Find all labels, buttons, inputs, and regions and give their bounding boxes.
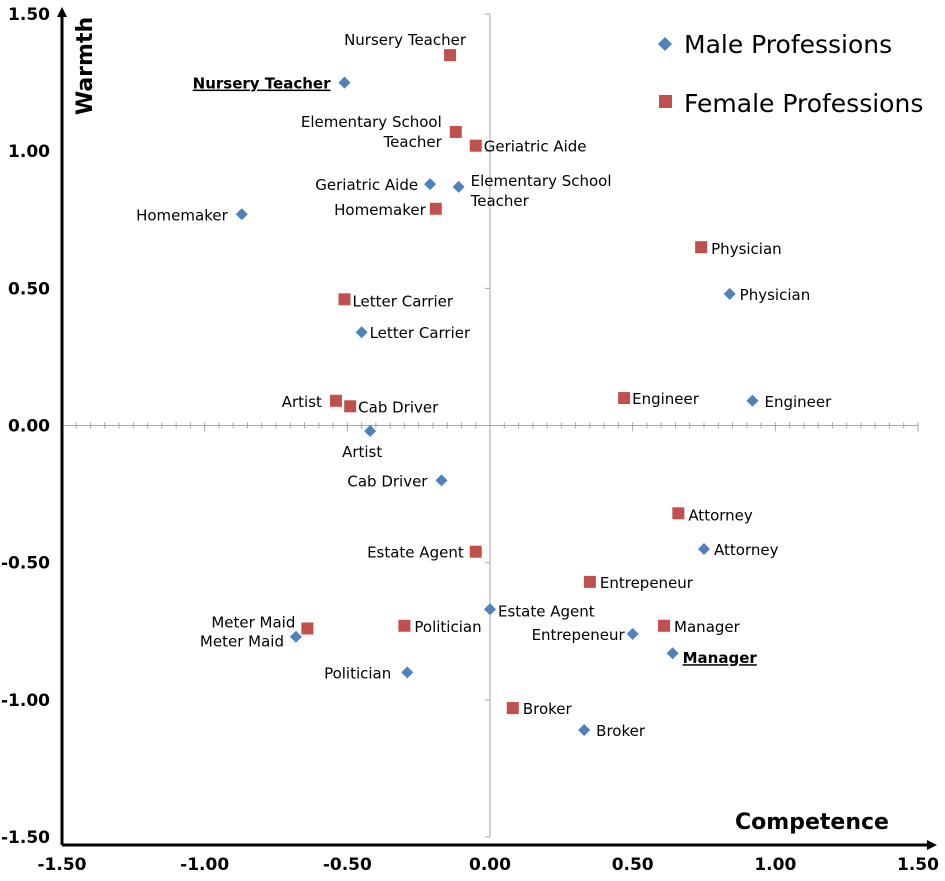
female-point-label: Engineer [632, 390, 700, 408]
y-tick-label: -1.00 [1, 691, 50, 711]
y-tick-label: -0.50 [1, 554, 50, 574]
x-tick-label: 0.50 [612, 855, 654, 875]
male-point-marker [723, 287, 736, 300]
female-point-marker [449, 125, 462, 138]
y-tick-label: -1.50 [1, 828, 50, 848]
male-point-label: Artist [342, 443, 382, 461]
female-point-label: Artist [282, 393, 322, 411]
legend-male-marker [658, 37, 672, 51]
x-tick-label: 1.50 [897, 855, 939, 875]
point-labels: Nursery Teacher Homemaker Geriatric Aide El… [136, 31, 832, 740]
male-point-label: Manager [683, 649, 758, 667]
male-point-marker [666, 647, 679, 660]
female-point-label: Broker [523, 700, 573, 718]
male-point-label: Politician [324, 664, 391, 682]
female-point-marker [301, 622, 314, 635]
female-point-marker [618, 392, 631, 405]
x-tick-label: 0.00 [469, 855, 511, 875]
legend-female-label: Female Professions [684, 89, 923, 118]
x-tick-labels: -1.50 -1.00 -0.50 0.00 0.50 1.00 1.50 [38, 855, 940, 875]
male-point-marker [435, 474, 448, 487]
male-point-label: Letter Carrier [370, 324, 471, 342]
male-point-label: Meter Maid [200, 633, 284, 651]
female-point-marker [329, 394, 342, 407]
male-point-label: Elementary School Teacher [470, 172, 612, 210]
female-point-marker [429, 202, 442, 215]
male-point-marker [364, 424, 377, 437]
male-point-marker [626, 627, 639, 640]
female-point-marker [338, 293, 351, 306]
male-point-label: Estate Agent [498, 602, 595, 620]
female-point-marker [583, 575, 596, 588]
female-point-label: Entrepeneur [600, 574, 694, 592]
female-point-label: Elementary School Teacher [301, 113, 443, 151]
male-point-marker [452, 180, 465, 193]
female-point-label: Attorney [688, 506, 753, 524]
female-point-marker [344, 400, 357, 413]
male-point-marker [484, 603, 496, 616]
female-point-label: Cab Driver [358, 398, 439, 416]
male-point-label: Geriatric Aide [315, 176, 418, 194]
female-point-marker [469, 545, 482, 558]
male-point-label: Nursery Teacher [193, 75, 331, 93]
y-axis-title: Warmth [73, 17, 98, 115]
female-point-label: Estate Agent [367, 544, 464, 562]
female-point-label: Manager [674, 618, 741, 636]
legend-female-marker [659, 95, 672, 108]
y-tick-label: 0.50 [8, 279, 50, 299]
male-point-marker [289, 630, 302, 643]
female-point-label: Meter Maid [211, 614, 295, 632]
male-point-label: Engineer [765, 393, 833, 411]
legend-male-label: Male Professions [684, 30, 892, 59]
female-point-marker [695, 241, 708, 254]
female-point-label: Physician [711, 240, 782, 258]
male-point-label: Broker [596, 722, 646, 740]
male-point-label: Entrepeneur [532, 626, 626, 644]
female-point-marker [398, 619, 411, 632]
y-tick-label: 1.00 [8, 142, 50, 162]
male-point-label: Attorney [714, 541, 779, 559]
female-point-marker [672, 507, 685, 520]
male-point-label: Homemaker [136, 206, 228, 224]
y-tick-label: 0.00 [8, 417, 50, 437]
male-point-marker [424, 178, 437, 191]
male-point-marker [578, 724, 591, 737]
male-point-label: Cab Driver [347, 472, 428, 490]
legend: Male Professions Female Professions [658, 30, 923, 118]
male-point-marker [338, 76, 351, 89]
female-point-label: Nursery Teacher [344, 31, 467, 49]
x-tick-label: -0.50 [323, 855, 372, 875]
female-point-label: Politician [414, 618, 481, 636]
male-point-marker [746, 394, 759, 407]
female-point-marker [506, 702, 519, 715]
x-tick-label: -1.50 [38, 855, 87, 875]
male-point-label: Physician [740, 286, 811, 304]
male-point-marker [401, 666, 414, 679]
x-axis-title: Competence [735, 810, 889, 835]
x-tick-label: 1.00 [754, 855, 796, 875]
female-point-marker [444, 49, 457, 62]
male-point-marker [698, 542, 710, 555]
data-points [235, 49, 759, 737]
y-tick-labels: 1.50 1.00 0.50 0.00 -0.50 -1.00 -1.50 [1, 5, 50, 848]
female-point-marker [658, 619, 671, 632]
plot-area [61, 13, 919, 838]
x-tick-label: -1.00 [180, 855, 229, 875]
male-point-marker [235, 208, 248, 221]
female-point-label: Geriatric Aide [484, 138, 587, 156]
female-point-label: Homemaker [334, 201, 426, 219]
female-point-label: Letter Carrier [352, 292, 453, 310]
male-point-marker [355, 326, 368, 339]
female-point-marker [469, 139, 482, 152]
y-tick-label: 1.50 [8, 5, 50, 25]
